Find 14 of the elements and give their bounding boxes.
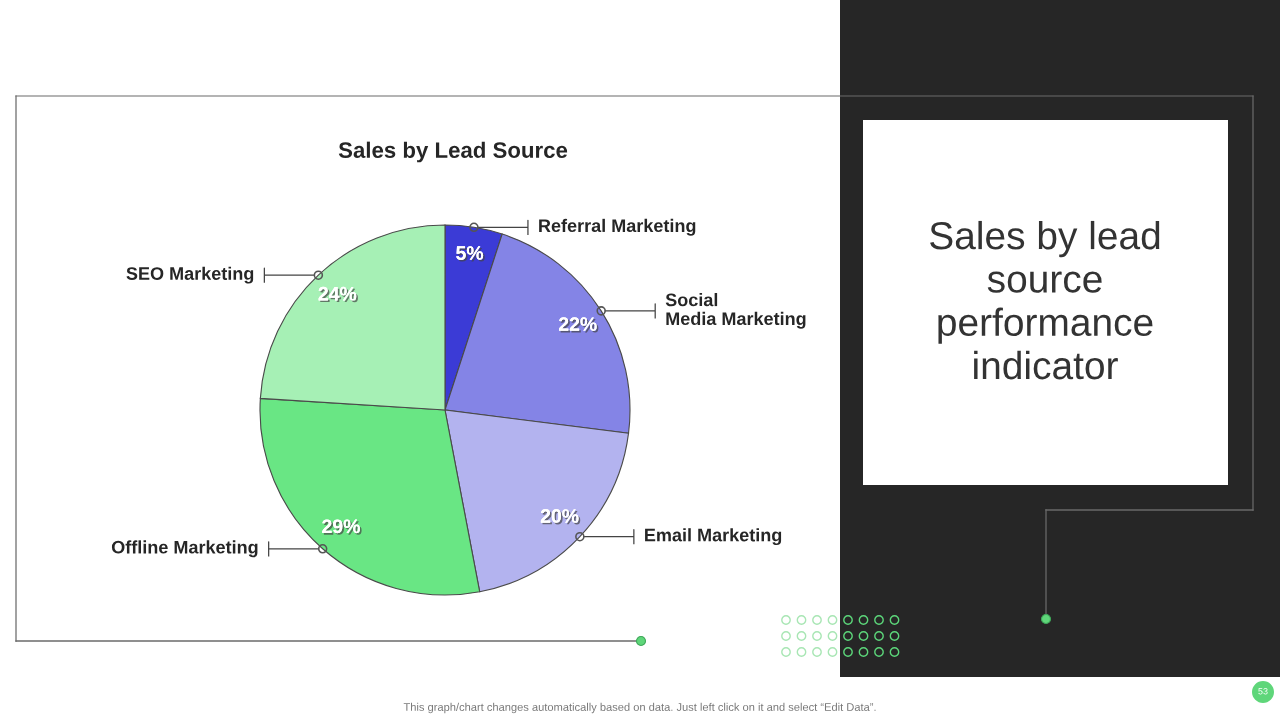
data-label: 29% bbox=[322, 519, 362, 535]
text: Sales by lead source performance indicator bbox=[930, 220, 1160, 380]
text: This graph/chart changes automatically based on data. Just left click on it and select “Edit Data”. bbox=[403, 702, 876, 714]
slice-label: Offline Marketing bbox=[111, 540, 258, 558]
data-label: 5% bbox=[456, 246, 485, 262]
chart-title: Sales by Lead Source bbox=[338, 141, 568, 163]
slice-label: Email Marketing bbox=[645, 528, 782, 546]
data-label: 20% bbox=[540, 509, 581, 525]
text: 53 bbox=[1258, 688, 1268, 695]
slice-label: Social Media Marketing bbox=[665, 293, 806, 329]
data-label: 22% bbox=[558, 317, 599, 333]
slice-label: Referral Marketing bbox=[539, 218, 696, 236]
data-label: 24% bbox=[318, 286, 358, 303]
slice-label: SEO Marketing bbox=[126, 266, 254, 284]
